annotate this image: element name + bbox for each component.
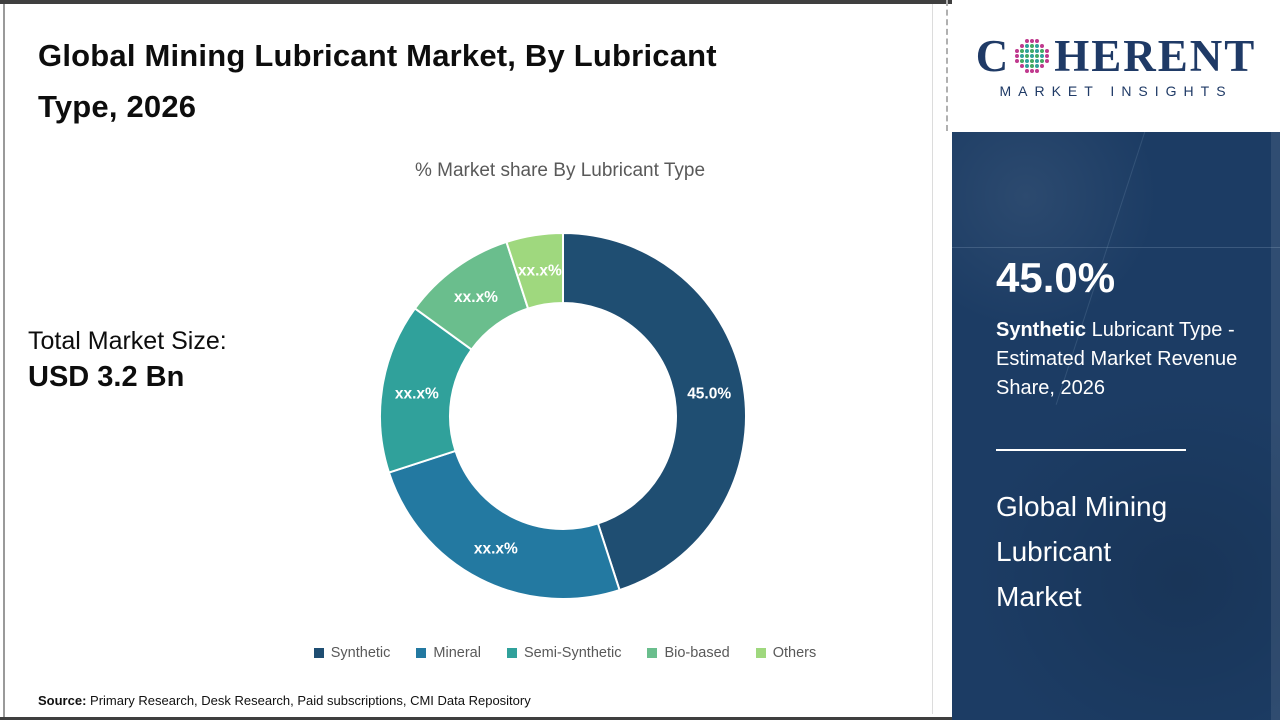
content-right-border [932,4,933,714]
logo-letter-c: C [975,30,1011,81]
dashed-separator [946,0,948,131]
total-market-size: Total Market Size: USD 3.2 Bn [28,324,227,396]
map-gridline [952,247,1280,248]
total-market-size-value: USD 3.2 Bn [28,361,185,393]
source-label: Source: [38,693,87,708]
map-texture [952,372,1280,720]
stat-desc-rest: Lubricant Type - Estimated Market Revenu… [996,319,1238,399]
slice-label-synthetic: 45.0% [687,385,731,402]
slice-label-bio-based: xx.x% [454,289,498,306]
legend-swatch [313,648,324,658]
logo-box: C HERENT MARKET INSIGHTS [952,0,1280,132]
stat-desc-bold: Synthetic [996,319,1087,341]
sidebar-report-title: Global Mining Lubricant Market [996,491,1168,612]
chart-subtitle: % Market share By Lubricant Type [414,160,706,181]
legend-label: Synthetic [330,645,391,661]
map-texture [952,132,1182,352]
slice-label-mineral: xx.x% [474,540,518,557]
donut-slice-synthetic [562,231,747,592]
legend-swatch [506,648,517,658]
legend-item-others: Others [755,645,817,661]
coherent-logo: C HERENT [975,30,1257,81]
sidebar-panel: 45.0% Synthetic Lubricant Type - Estimat… [952,132,1280,720]
legend-item-bio-based: Bio-based [647,645,730,661]
logo-tagline: MARKET INSIGHTS [999,82,1233,99]
dotted-globe-icon [1015,39,1050,73]
sidebar-divider [996,449,1186,451]
legend-swatch [647,648,658,658]
legend-swatch [755,648,766,658]
frame-top-edge [0,0,1280,4]
slice-label-others: xx.x% [518,262,562,279]
source-line: Source: Primary Research, Desk Research,… [38,693,531,708]
chart-legend: Synthetic Mineral Semi-Synthetic Bio-based O… [100,645,1030,661]
donut-chart: 45.0% xx.x% xx.x% xx.x% xx.x% [379,231,747,600]
sidebar-stat-value: 45.0% [996,254,1116,301]
legend-item-mineral: Mineral [416,645,481,661]
panel-edge-highlight [1271,132,1280,720]
legend-label: Bio-based [664,645,730,661]
slice-label-semi-synthetic: xx.x% [395,385,439,402]
legend-label: Semi-Synthetic [523,645,622,661]
page-title: Global Mining Lubricant Market, By Lubri… [38,30,898,132]
donut-slice-mineral [387,449,621,600]
legend-label: Mineral [433,645,481,661]
page-title-line2: Type, 2026 [38,89,197,124]
legend-swatch [416,648,427,658]
donut-slice-others [505,231,564,310]
legend-label: Others [772,645,817,661]
logo-letters-herent: HERENT [1054,30,1257,81]
legend-item-semi-synthetic: Semi-Synthetic [506,645,622,661]
frame-bottom-edge [0,717,1280,720]
legend-item-synthetic: Synthetic [313,645,391,661]
sidebar-stat-description: Synthetic Lubricant Type - Estimated Mar… [996,316,1248,403]
total-market-size-label: Total Market Size: [28,327,227,355]
source-text: Primary Research, Desk Research, Paid su… [86,693,531,708]
page-title-line1: Global Mining Lubricant Market, By Lubri… [38,38,717,73]
frame-left-border [3,4,5,717]
